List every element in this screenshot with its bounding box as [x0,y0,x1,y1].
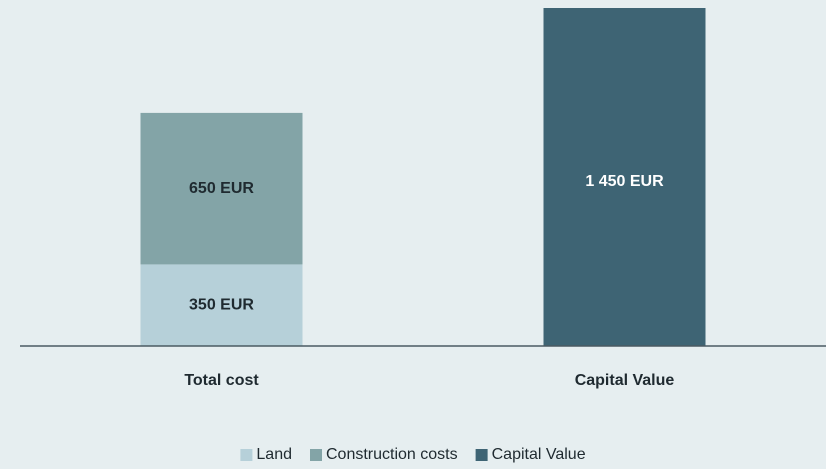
legend-swatch [310,449,322,461]
legend-swatch [240,449,253,461]
value-label: 1 450 EUR [585,173,664,190]
legend-label: Construction costs [326,446,458,463]
bar-segment [543,8,706,346]
legend-swatch [475,449,488,461]
value-label: 350 EUR [189,296,254,313]
legend-label: Land [256,446,292,463]
x-tick-label: Total cost [184,372,259,389]
value-label: 650 EUR [189,180,254,197]
x-tick-label: Capital Value [575,372,675,389]
bar-segment [140,264,303,346]
legend-label: Capital Value [492,446,586,463]
bar-segment [140,112,303,265]
